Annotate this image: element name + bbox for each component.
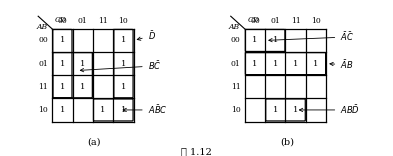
Text: 01: 01 [38, 60, 48, 68]
Text: 1: 1 [121, 83, 126, 91]
Text: 11: 11 [38, 83, 48, 91]
Text: AB: AB [36, 23, 47, 32]
Text: $\bar{A}\bar{C}$: $\bar{A}\bar{C}$ [269, 31, 354, 43]
Text: (b): (b) [280, 138, 294, 147]
Text: 10: 10 [38, 106, 48, 114]
Text: $\bar{A}B$: $\bar{A}B$ [330, 58, 354, 71]
Text: 1: 1 [293, 60, 298, 68]
Text: $\bar{D}$: $\bar{D}$ [137, 29, 156, 42]
Text: 10: 10 [311, 17, 321, 25]
Text: AB: AB [229, 23, 240, 32]
Text: 1: 1 [121, 60, 126, 68]
Text: 图 1.12: 图 1.12 [181, 147, 212, 156]
Text: 01: 01 [270, 17, 280, 25]
Text: 1: 1 [121, 106, 126, 114]
Text: 1: 1 [60, 106, 65, 114]
Text: 00: 00 [250, 17, 260, 25]
Text: 1: 1 [100, 106, 106, 114]
Text: 1: 1 [121, 37, 126, 44]
Text: 11: 11 [291, 17, 301, 25]
Text: 1: 1 [80, 60, 85, 68]
Text: CD: CD [55, 16, 67, 24]
Text: $AB\bar{D}$: $AB\bar{D}$ [299, 104, 360, 116]
Text: 1: 1 [60, 83, 65, 91]
Text: 10: 10 [231, 106, 241, 114]
Text: 01: 01 [78, 17, 88, 25]
Text: 1: 1 [273, 37, 278, 44]
Text: $B\bar{C}$: $B\bar{C}$ [80, 60, 161, 72]
Text: 1: 1 [60, 60, 65, 68]
Text: 1: 1 [313, 60, 319, 68]
Text: 1: 1 [252, 37, 258, 44]
Text: $A\bar{B}C$: $A\bar{B}C$ [123, 104, 167, 116]
Text: (a): (a) [88, 138, 101, 147]
Text: 11: 11 [98, 17, 108, 25]
Text: 11: 11 [231, 83, 241, 91]
Text: 01: 01 [231, 60, 241, 68]
Text: 1: 1 [293, 106, 298, 114]
Text: CD: CD [248, 16, 260, 24]
Text: 1: 1 [60, 37, 65, 44]
Text: 00: 00 [57, 17, 67, 25]
Text: 1: 1 [273, 106, 278, 114]
Text: 00: 00 [38, 37, 48, 44]
Text: 1: 1 [252, 60, 258, 68]
Text: 10: 10 [119, 17, 129, 25]
Text: 1: 1 [80, 83, 85, 91]
Text: 1: 1 [273, 60, 278, 68]
Text: 00: 00 [231, 37, 241, 44]
